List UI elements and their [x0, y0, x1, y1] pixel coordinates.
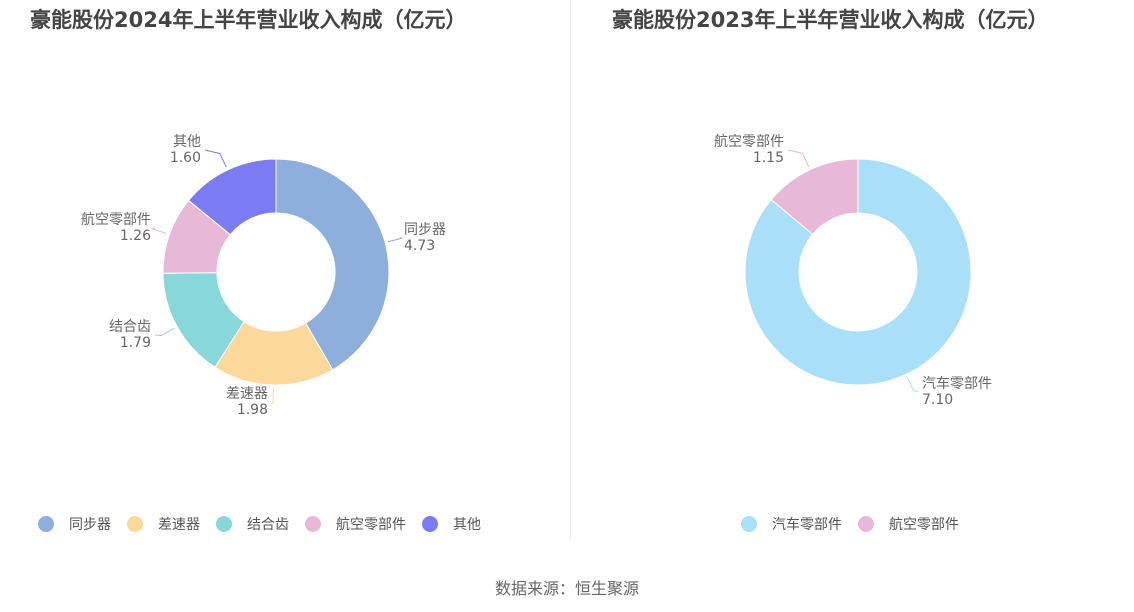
chart-title-2023: 豪能股份2023年上半年营业收入构成（亿元） [612, 8, 1049, 32]
slice-label: 差速器 1.98 [226, 386, 268, 418]
slice-label-value: 1.60 [169, 150, 201, 166]
slice-label-value: 1.98 [236, 402, 268, 418]
legend-dot-icon [422, 516, 438, 532]
leader-line [150, 227, 167, 235]
slice-同步器[interactable] [275, 158, 390, 371]
slice-label-value: 1.15 [752, 150, 784, 166]
legend-item[interactable]: 航空零部件 [305, 514, 406, 534]
slice-label-name: 汽车零部件 [922, 376, 992, 392]
slice-label: 航空零部件 1.26 [81, 212, 151, 244]
slice-汽车零部件[interactable] [744, 158, 972, 386]
slice-label-name: 差速器 [226, 386, 268, 402]
slice-其他[interactable] [187, 158, 277, 236]
slice-label-value: 4.73 [404, 238, 436, 254]
legend-dot-icon [858, 516, 874, 532]
legend-label: 结合齿 [247, 517, 289, 533]
slice-label: 同步器 4.73 [404, 222, 446, 254]
legend-item[interactable]: 同步器 [38, 514, 111, 534]
legend-dot-icon [305, 516, 321, 532]
divider [570, 0, 571, 540]
slice-label-value: 1.26 [119, 228, 151, 244]
leader-line [906, 376, 919, 393]
legend-label: 其他 [453, 517, 481, 533]
legend-dot-icon [216, 516, 232, 532]
legend-item[interactable]: 差速器 [127, 514, 200, 534]
legend-dot-icon [38, 516, 54, 532]
slice-label-name: 其他 [173, 134, 201, 150]
legend-item[interactable]: 结合齿 [216, 514, 289, 534]
legend-item[interactable]: 其他 [422, 514, 481, 534]
legend-label: 汽车零部件 [772, 517, 842, 533]
leader-line [271, 387, 274, 405]
legend-2023: 汽车零部件 航空零部件 [741, 514, 975, 534]
legend-label: 差速器 [158, 517, 200, 533]
slice-label-name: 结合齿 [109, 319, 151, 335]
legend-label: 航空零部件 [889, 517, 959, 533]
slice-label-name: 航空零部件 [714, 134, 784, 150]
data-source: 数据来源：恒生聚源 [494, 579, 639, 598]
legend-dot-icon [741, 516, 757, 532]
slice-航空零部件[interactable] [770, 158, 859, 235]
chart-title-2024: 豪能股份2024年上半年营业收入构成（亿元） [30, 8, 467, 32]
slice-label: 其他 1.60 [170, 134, 201, 166]
slice-label-value: 1.79 [119, 335, 151, 351]
legend-dot-icon [127, 516, 143, 532]
leader-line [204, 149, 227, 168]
slice-label: 结合齿 1.79 [109, 319, 151, 351]
legend-label: 同步器 [69, 517, 111, 533]
slice-label-name: 同步器 [404, 222, 446, 238]
slice-label: 汽车零部件 7.10 [922, 376, 992, 408]
leader-line [387, 237, 403, 243]
slice-label: 航空零部件 1.15 [714, 134, 784, 166]
legend-item[interactable]: 航空零部件 [858, 514, 959, 534]
leader-line [787, 149, 810, 168]
slice-label-value: 7.10 [922, 392, 954, 408]
legend-item[interactable]: 汽车零部件 [741, 514, 842, 534]
slice-label-name: 航空零部件 [81, 212, 151, 228]
legend-2024: 同步器 差速器 结合齿 航空零部件 其他 [38, 514, 497, 534]
legend-label: 航空零部件 [336, 517, 406, 533]
leader-line [154, 327, 175, 337]
